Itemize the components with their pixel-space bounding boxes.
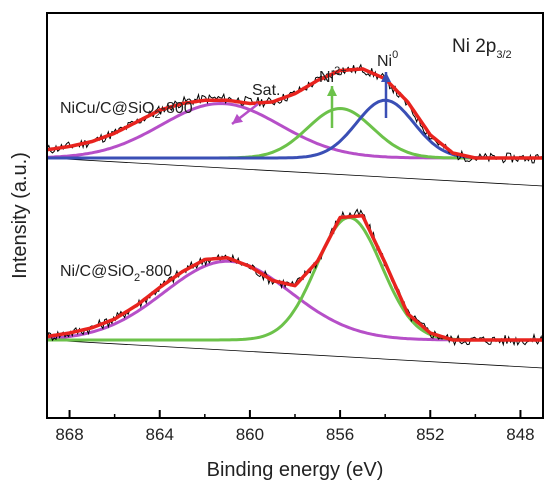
- envelope-fit-0: [46, 67, 543, 160]
- baseline-0: [46, 157, 544, 187]
- panel-label-main: Ni 2p: [452, 36, 496, 57]
- arrow-head-1: [327, 86, 337, 96]
- sample-label-nicu: NiCu/C@SiO2-800: [60, 100, 193, 121]
- x-tick-label-4: 852: [416, 425, 444, 444]
- sample-label-ni: Ni/C@SiO2-800: [60, 263, 172, 284]
- plot-frame: [46, 12, 544, 419]
- x-ticks: 868 864 860 856 852 848: [55, 410, 535, 444]
- panel-label: Ni 2p3/2: [452, 36, 512, 61]
- x-tick-label-3: 856: [326, 425, 354, 444]
- peak-label-ni0: Ni0: [377, 49, 398, 70]
- arrow-head-2: [381, 72, 391, 82]
- spectrum-1: [46, 208, 544, 369]
- x-tick-label-0: 868: [55, 425, 83, 444]
- x-tick-label-2: 860: [236, 425, 264, 444]
- baseline-1: [46, 339, 544, 369]
- envelope-fit-1: [46, 214, 543, 342]
- plot-area: [46, 63, 544, 369]
- x-tick-label-5: 848: [506, 425, 534, 444]
- panel-label-sub: 3/2: [496, 49, 511, 61]
- spectrum-0: [46, 63, 544, 187]
- x-tick-label-1: 864: [146, 425, 174, 444]
- y-axis-title: Intensity (a.u.): [9, 152, 31, 279]
- arrow-head-0: [232, 113, 243, 124]
- peak-arrows: [231, 72, 391, 128]
- peak-label-ni2plus: Ni2+: [319, 65, 347, 86]
- peak-label-sat: Sat.: [252, 82, 280, 99]
- x-axis-title: Binding energy (eV): [207, 459, 384, 481]
